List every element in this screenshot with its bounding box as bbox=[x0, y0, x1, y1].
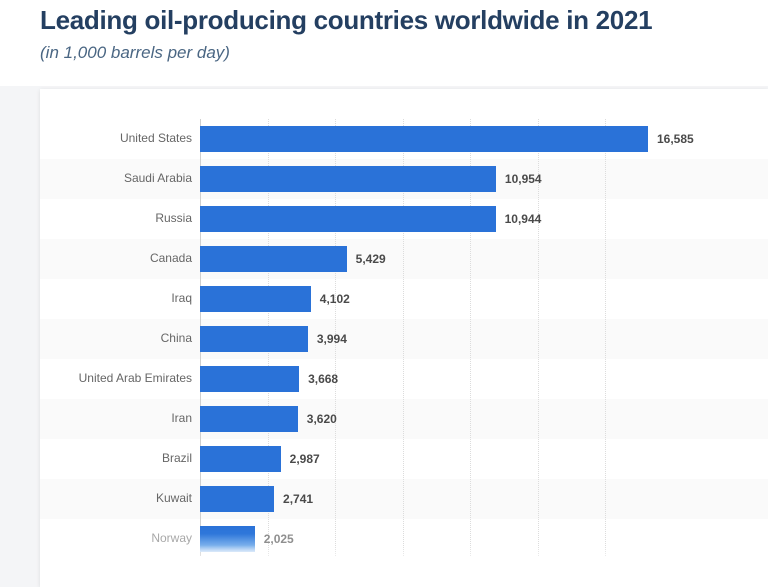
bar-row[interactable]: Norway 2,025 bbox=[40, 519, 768, 559]
bar-row[interactable]: Canada 5,429 bbox=[40, 239, 768, 279]
bar-row[interactable]: Saudi Arabia 10,954 bbox=[40, 159, 768, 199]
category-label: Canada bbox=[149, 251, 192, 265]
bar[interactable] bbox=[200, 286, 311, 312]
category-label: Kuwait bbox=[155, 491, 192, 505]
bar[interactable] bbox=[200, 166, 496, 192]
bar-chart-plot: United States 16,585 Saudi Arabia 10,954 Rus… bbox=[40, 89, 768, 587]
bar-row[interactable]: China 3,994 bbox=[40, 319, 768, 359]
row-band bbox=[40, 439, 768, 479]
bar-row[interactable]: United States 16,585 bbox=[40, 119, 768, 159]
bar-row[interactable]: Brazil 2,987 bbox=[40, 439, 768, 479]
row-band bbox=[40, 239, 768, 279]
gridline bbox=[335, 119, 337, 556]
row-band bbox=[40, 319, 768, 359]
gridline bbox=[470, 119, 472, 556]
bar[interactable] bbox=[200, 246, 347, 272]
gridline bbox=[402, 119, 404, 556]
category-label: Russia bbox=[155, 211, 192, 225]
bar[interactable] bbox=[200, 486, 275, 512]
bar[interactable] bbox=[200, 326, 308, 352]
bar[interactable] bbox=[200, 126, 648, 152]
bar[interactable] bbox=[200, 366, 300, 392]
chart-card: United States 16,585 Saudi Arabia 10,954 Rus… bbox=[40, 89, 768, 587]
gridline bbox=[537, 119, 539, 556]
category-label: Saudi Arabia bbox=[123, 171, 192, 185]
bar-value-label: 2,987 bbox=[289, 452, 320, 466]
bar-value-label: 4,102 bbox=[319, 292, 350, 306]
bar-value-label: 5,429 bbox=[355, 252, 386, 266]
bar-row[interactable]: United Arab Emirates 3,668 bbox=[40, 359, 768, 399]
bar[interactable] bbox=[200, 446, 281, 472]
category-label: Norway bbox=[151, 531, 192, 545]
bar-value-label: 3,668 bbox=[308, 372, 339, 386]
category-label: China bbox=[160, 331, 192, 345]
bar-value-label: 16,585 bbox=[657, 132, 694, 146]
bar-value-label: 2,025 bbox=[263, 532, 294, 546]
bar-value-label: 3,994 bbox=[316, 332, 347, 346]
category-label: Brazil bbox=[161, 451, 192, 465]
category-label: United Arab Emirates bbox=[78, 371, 192, 385]
gridline bbox=[605, 119, 607, 556]
row-band bbox=[40, 279, 768, 319]
bar[interactable] bbox=[200, 206, 496, 232]
category-label: United States bbox=[119, 131, 192, 145]
category-label: Iran bbox=[171, 411, 192, 425]
chart-header: Leading oil-producing countries worldwid… bbox=[0, 0, 768, 63]
bar-value-label: 2,741 bbox=[283, 492, 314, 506]
bar-value-label: 3,620 bbox=[306, 412, 337, 426]
row-band bbox=[40, 399, 768, 439]
bar-row[interactable]: Kuwait 2,741 bbox=[40, 479, 768, 519]
page-title: Leading oil-producing countries worldwid… bbox=[40, 5, 653, 35]
chart-subtitle: (in 1,000 barrels per day) bbox=[40, 42, 230, 62]
bar-row[interactable]: Russia 10,944 bbox=[40, 199, 768, 239]
bar-row[interactable]: Iraq 4,102 bbox=[40, 279, 768, 319]
bar-value-label: 10,954 bbox=[504, 172, 542, 186]
row-band bbox=[40, 479, 768, 519]
bar-value-label: 10,944 bbox=[504, 212, 542, 226]
bar[interactable] bbox=[200, 406, 298, 432]
category-label: Iraq bbox=[171, 291, 192, 305]
row-band bbox=[40, 359, 768, 399]
bar[interactable] bbox=[200, 526, 255, 552]
bar-row[interactable]: Iran 3,620 bbox=[40, 399, 768, 439]
